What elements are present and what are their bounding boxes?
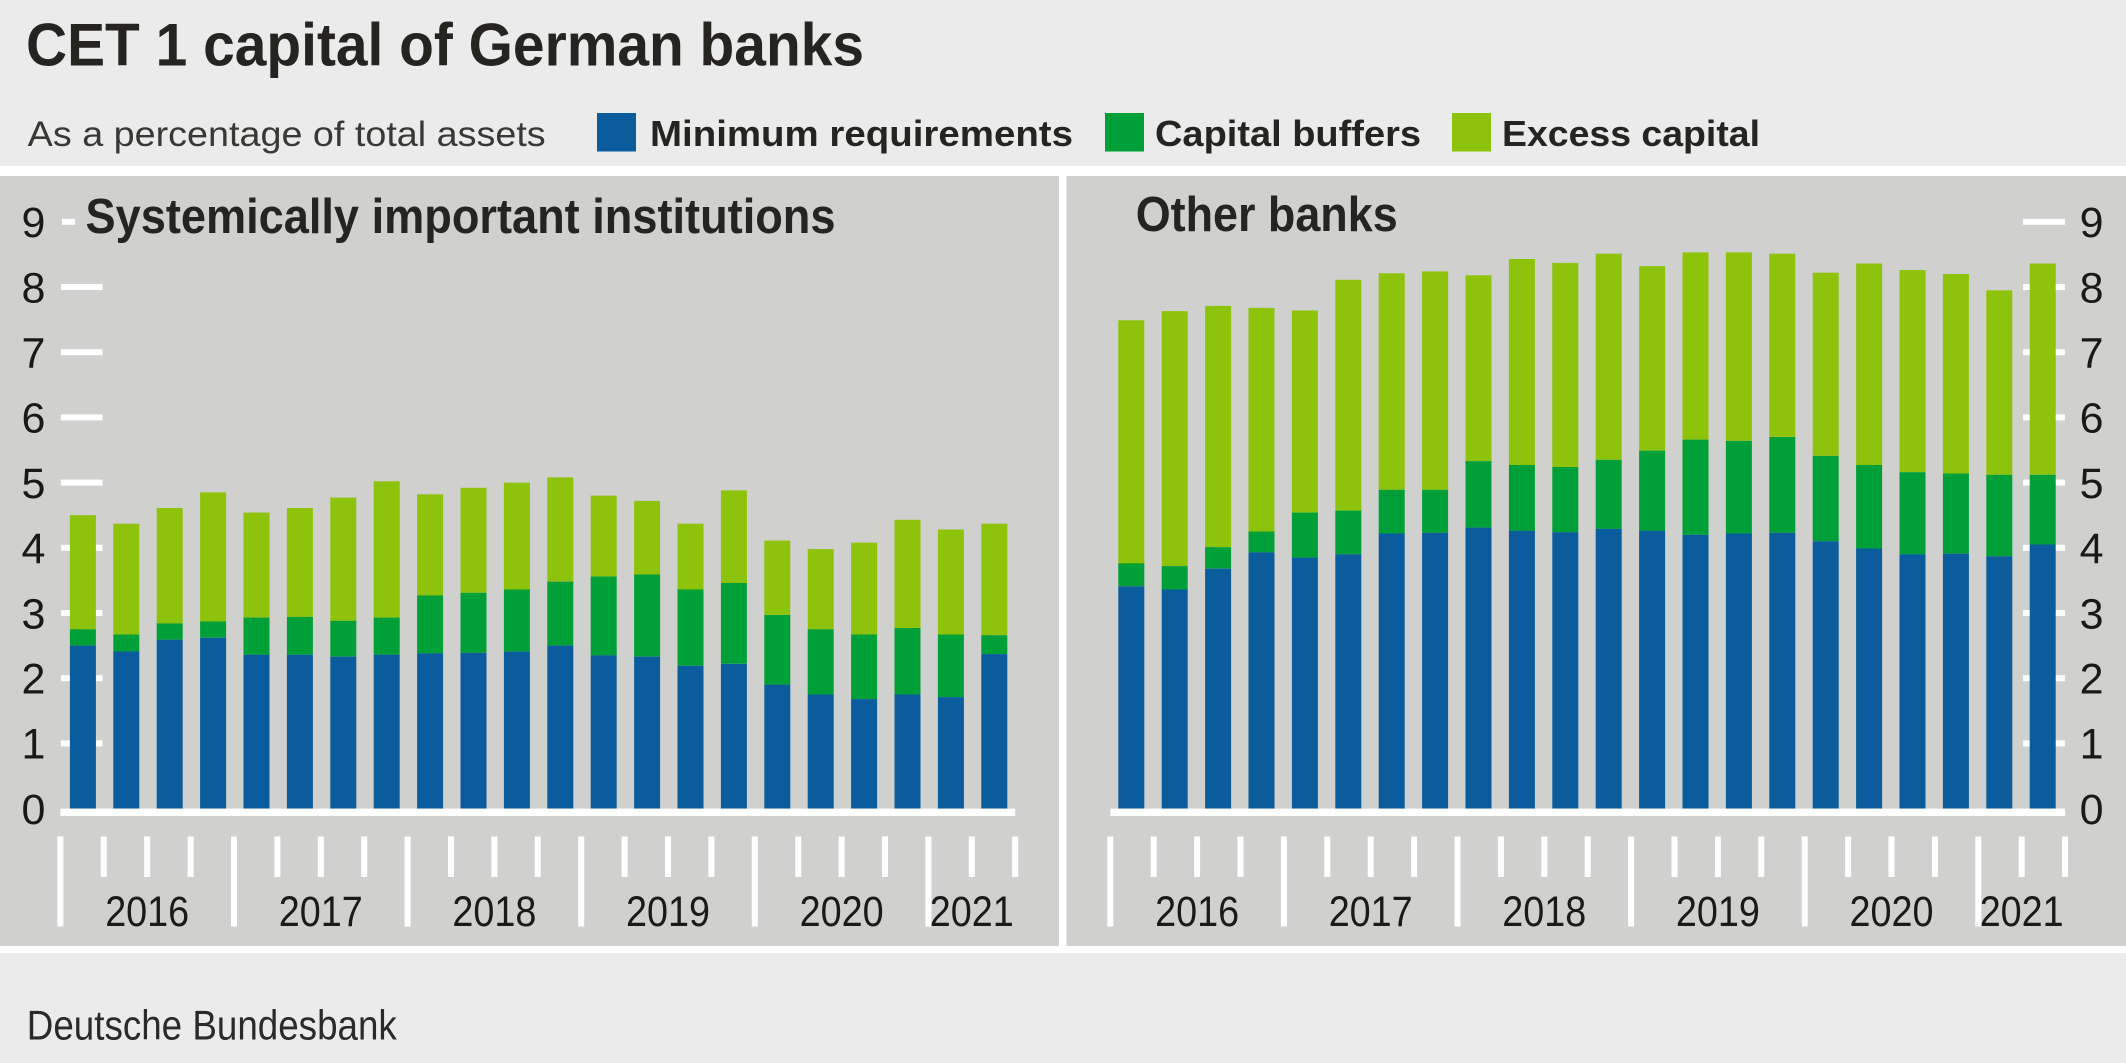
svg-text:1: 1 <box>22 721 46 769</box>
svg-text:2020: 2020 <box>1850 888 1934 936</box>
svg-text:4: 4 <box>22 525 46 573</box>
svg-text:3: 3 <box>22 590 46 638</box>
svg-text:2: 2 <box>22 656 46 704</box>
svg-text:7: 7 <box>2080 330 2104 378</box>
svg-text:3: 3 <box>2080 590 2104 638</box>
svg-text:9: 9 <box>22 199 46 247</box>
svg-text:0: 0 <box>22 786 46 834</box>
svg-text:2018: 2018 <box>1502 888 1586 936</box>
svg-text:2018: 2018 <box>452 888 536 936</box>
svg-text:8: 8 <box>22 264 46 312</box>
svg-text:2: 2 <box>2080 656 2104 704</box>
svg-text:6: 6 <box>2080 395 2104 443</box>
svg-text:Systemically important institu: Systemically important institutions <box>86 190 836 244</box>
svg-text:4: 4 <box>2080 525 2104 573</box>
svg-text:Capital buffers: Capital buffers <box>1155 113 1421 154</box>
svg-text:9: 9 <box>2080 199 2104 247</box>
svg-text:7: 7 <box>22 330 46 378</box>
svg-text:8: 8 <box>2080 264 2104 312</box>
svg-text:5: 5 <box>22 460 46 508</box>
svg-text:2020: 2020 <box>800 888 884 936</box>
svg-text:Deutsche Bundesbank: Deutsche Bundesbank <box>27 1002 398 1049</box>
svg-text:CET 1 capital of German banks: CET 1 capital of German banks <box>26 12 864 79</box>
svg-text:2016: 2016 <box>105 888 189 936</box>
svg-text:2017: 2017 <box>1329 888 1413 936</box>
svg-text:Excess capital: Excess capital <box>1502 113 1760 154</box>
svg-text:1: 1 <box>2080 721 2104 769</box>
svg-text:5: 5 <box>2080 460 2104 508</box>
svg-text:Minimum requirements: Minimum requirements <box>650 113 1073 154</box>
svg-text:2019: 2019 <box>1676 888 1760 936</box>
svg-text:Other banks: Other banks <box>1136 188 1398 242</box>
svg-text:2016: 2016 <box>1155 888 1239 936</box>
svg-text:As a percentage of total asset: As a percentage of total assets <box>28 115 546 154</box>
svg-text:0: 0 <box>2080 786 2104 834</box>
svg-text:6: 6 <box>22 395 46 443</box>
svg-text:2017: 2017 <box>279 888 363 936</box>
svg-text:2021: 2021 <box>930 888 1014 936</box>
svg-text:2019: 2019 <box>626 888 710 936</box>
svg-text:2021: 2021 <box>1980 888 2064 936</box>
